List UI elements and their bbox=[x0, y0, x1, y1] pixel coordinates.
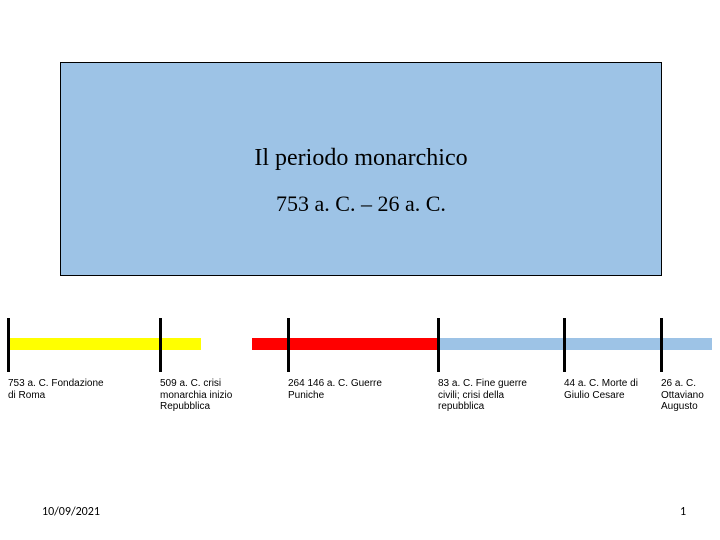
timeline-tick bbox=[437, 318, 440, 372]
timeline-tick bbox=[287, 318, 290, 372]
timeline-event-label: 264 146 a. C. GuerrePuniche bbox=[288, 378, 382, 401]
footer-page-number: 1 bbox=[680, 505, 686, 519]
timeline-tick bbox=[563, 318, 566, 372]
timeline-band bbox=[6, 338, 712, 350]
timeline-event-label: 26 a. C.OttavianoAugusto bbox=[661, 378, 704, 413]
timeline-tick bbox=[660, 318, 663, 372]
slide: Il periodo monarchico 753 a. C. – 26 a. … bbox=[0, 0, 720, 540]
timeline-event-label: 509 a. C. crisimonarchia inizioRepubblic… bbox=[160, 378, 232, 413]
title-subtitle: 753 a. C. – 26 a. C. bbox=[61, 191, 661, 217]
timeline: 753 a. C. Fondazionedi Roma 509 a. C. cri… bbox=[6, 310, 712, 450]
timeline-band-segment bbox=[8, 338, 201, 350]
timeline-band-segment bbox=[201, 338, 252, 350]
timeline-band-segment bbox=[438, 338, 712, 350]
timeline-event-label: 83 a. C. Fine guerrecivili; crisi dellar… bbox=[438, 378, 527, 413]
title-main: Il periodo monarchico bbox=[61, 145, 661, 172]
timeline-band-segment bbox=[252, 338, 438, 350]
timeline-event-label: 44 a. C. Morte diGiulio Cesare bbox=[564, 378, 638, 401]
title-box: Il periodo monarchico 753 a. C. – 26 a. … bbox=[60, 62, 662, 276]
timeline-tick bbox=[7, 318, 10, 372]
footer-date: 10/09/2021 bbox=[42, 505, 100, 519]
timeline-event-label: 753 a. C. Fondazionedi Roma bbox=[8, 378, 104, 401]
timeline-tick bbox=[159, 318, 162, 372]
